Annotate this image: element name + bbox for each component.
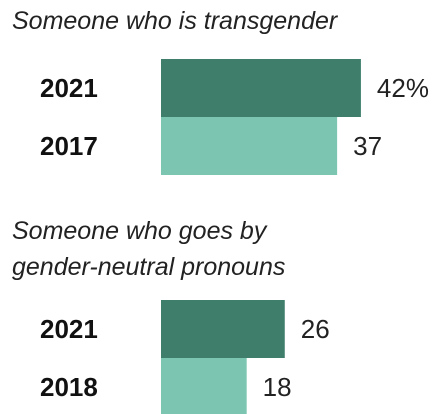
panel-2-title-line-2: gender-neutral pronouns — [12, 253, 286, 281]
value-label-2-2018: 18 — [263, 372, 292, 402]
bar-2-2018 — [161, 358, 247, 414]
category-label-1-2017: 2017 — [40, 131, 98, 161]
category-label-1-2021: 2021 — [40, 73, 98, 103]
panel-2-title-line-1: Someone who goes by — [12, 217, 267, 245]
category-label-2-2021: 2021 — [40, 314, 98, 344]
bar-2-2021 — [161, 300, 285, 358]
panel-1-title: Someone who is transgender — [12, 7, 338, 35]
bar-1-2017 — [161, 117, 338, 175]
value-label-1-2017: 37 — [353, 131, 382, 161]
category-label-2-2018: 2018 — [40, 372, 98, 402]
bar-1-2021 — [161, 59, 361, 117]
value-label-2-2021: 26 — [301, 314, 330, 344]
value-label-1-2021: 42% — [377, 73, 429, 103]
